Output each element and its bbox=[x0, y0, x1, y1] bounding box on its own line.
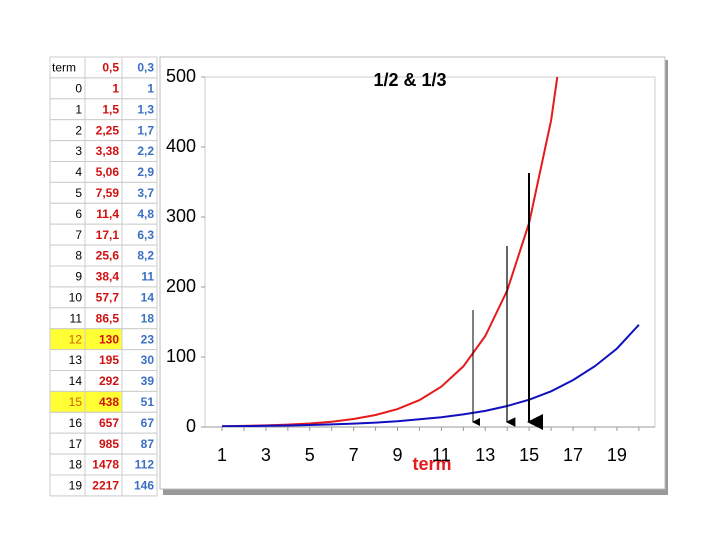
x-tick-label: 13 bbox=[475, 445, 495, 465]
y-tick-label: 100 bbox=[166, 346, 196, 366]
cell-text: 25,6 bbox=[96, 249, 120, 263]
cell-text: 11 bbox=[70, 311, 83, 325]
cell-text: 2 bbox=[75, 123, 82, 137]
cell-text: 2217 bbox=[92, 479, 119, 493]
y-tick-label: 300 bbox=[166, 206, 196, 226]
cell-text: 1,7 bbox=[137, 123, 154, 137]
cell-text: 12 bbox=[69, 332, 83, 346]
cell-text: 6,3 bbox=[137, 228, 154, 242]
cell-text: term bbox=[52, 61, 76, 75]
cell-text: 8 bbox=[75, 249, 82, 263]
cell-text: 67 bbox=[141, 416, 155, 430]
cell-text: 13 bbox=[69, 353, 83, 367]
cell-text: 146 bbox=[134, 479, 154, 493]
y-tick-label: 200 bbox=[166, 276, 196, 296]
cell-text: 15 bbox=[69, 395, 83, 409]
cell-text: 130 bbox=[99, 332, 119, 346]
cell-text: 9 bbox=[75, 270, 82, 284]
cell-text: 985 bbox=[99, 437, 119, 451]
cell-text: 195 bbox=[99, 353, 119, 367]
cell-text: 0,3 bbox=[137, 61, 154, 75]
cell-text: 1 bbox=[112, 82, 119, 96]
x-tick-label: 15 bbox=[519, 445, 539, 465]
x-tick-label: 7 bbox=[349, 445, 359, 465]
x-tick-label: 1 bbox=[217, 445, 227, 465]
cell-text: 38,4 bbox=[96, 270, 120, 284]
cell-text: 14 bbox=[69, 374, 83, 388]
cell-text: 1 bbox=[75, 102, 82, 116]
cell-text: 657 bbox=[99, 416, 119, 430]
cell-text: 11 bbox=[141, 270, 154, 284]
series-group bbox=[221, 77, 640, 427]
cell-text: 2,2 bbox=[137, 144, 154, 158]
y-tick-label: 400 bbox=[166, 136, 196, 156]
cell-text: 3 bbox=[75, 144, 82, 158]
cell-text: 57,7 bbox=[96, 291, 120, 305]
cell-text: 4,8 bbox=[137, 207, 154, 221]
cell-text: 39 bbox=[141, 374, 155, 388]
cell-text: 0 bbox=[75, 82, 82, 96]
cell-text: 3,38 bbox=[96, 144, 120, 158]
cell-text: 86,5 bbox=[96, 311, 120, 325]
cell-text: 292 bbox=[99, 374, 119, 388]
cell-text: 6 bbox=[75, 207, 82, 221]
chart-area bbox=[159, 56, 666, 490]
cell-text: 17 bbox=[69, 437, 83, 451]
cell-text: 0,5 bbox=[102, 61, 119, 75]
cell-text: 23 bbox=[141, 332, 155, 346]
y-tick-label: 0 bbox=[186, 416, 196, 436]
cell-text: 438 bbox=[99, 395, 119, 409]
cell-text: 5,06 bbox=[96, 165, 120, 179]
cell-text: 112 bbox=[135, 458, 155, 472]
cell-text: 3,7 bbox=[137, 186, 154, 200]
cell-text: 17,1 bbox=[96, 228, 120, 242]
series-line bbox=[221, 324, 640, 427]
chart-title: 1/2 & 1/3 bbox=[373, 70, 446, 90]
cell-text: 14 bbox=[141, 291, 155, 305]
cell-text: 1 bbox=[147, 82, 154, 96]
cell-text: 18 bbox=[69, 458, 83, 472]
x-tick-label: 17 bbox=[563, 445, 583, 465]
cell-text: 10 bbox=[69, 291, 83, 305]
y-tick-label: 500 bbox=[166, 66, 196, 86]
x-tick-label: 19 bbox=[607, 445, 627, 465]
cell-text: 51 bbox=[141, 395, 155, 409]
cell-text: 8,2 bbox=[137, 249, 154, 263]
cell-text: 1,5 bbox=[102, 102, 119, 116]
cell-text: 19 bbox=[69, 479, 83, 493]
cell-text: 4 bbox=[75, 165, 82, 179]
table: term 0,5 0,30 1 11 1,5 1,32 2,25 1,73 3,38 2,24 5,0… bbox=[49, 56, 158, 497]
cell-text: 2,25 bbox=[96, 123, 120, 137]
cell-text: 5 bbox=[75, 186, 82, 200]
x-tick-label: 5 bbox=[305, 445, 315, 465]
x-axis-label: term bbox=[412, 454, 451, 474]
cell-text: 11,4 bbox=[96, 207, 119, 221]
cell-text: 87 bbox=[141, 437, 155, 451]
cell-text: 1478 bbox=[92, 458, 119, 472]
cell-text: 18 bbox=[141, 311, 155, 325]
cell-text: 7,59 bbox=[96, 186, 120, 200]
table-cell bbox=[121, 474, 158, 497]
cell-text: 1,3 bbox=[137, 102, 154, 116]
x-tick-label: 3 bbox=[261, 445, 271, 465]
cell-text: 7 bbox=[75, 228, 82, 242]
cell-text: 2,9 bbox=[137, 165, 154, 179]
cell-text: 16 bbox=[69, 416, 83, 430]
x-tick-label: 11 bbox=[432, 445, 451, 465]
cell-text: 30 bbox=[141, 353, 155, 367]
x-tick-label: 9 bbox=[393, 445, 403, 465]
